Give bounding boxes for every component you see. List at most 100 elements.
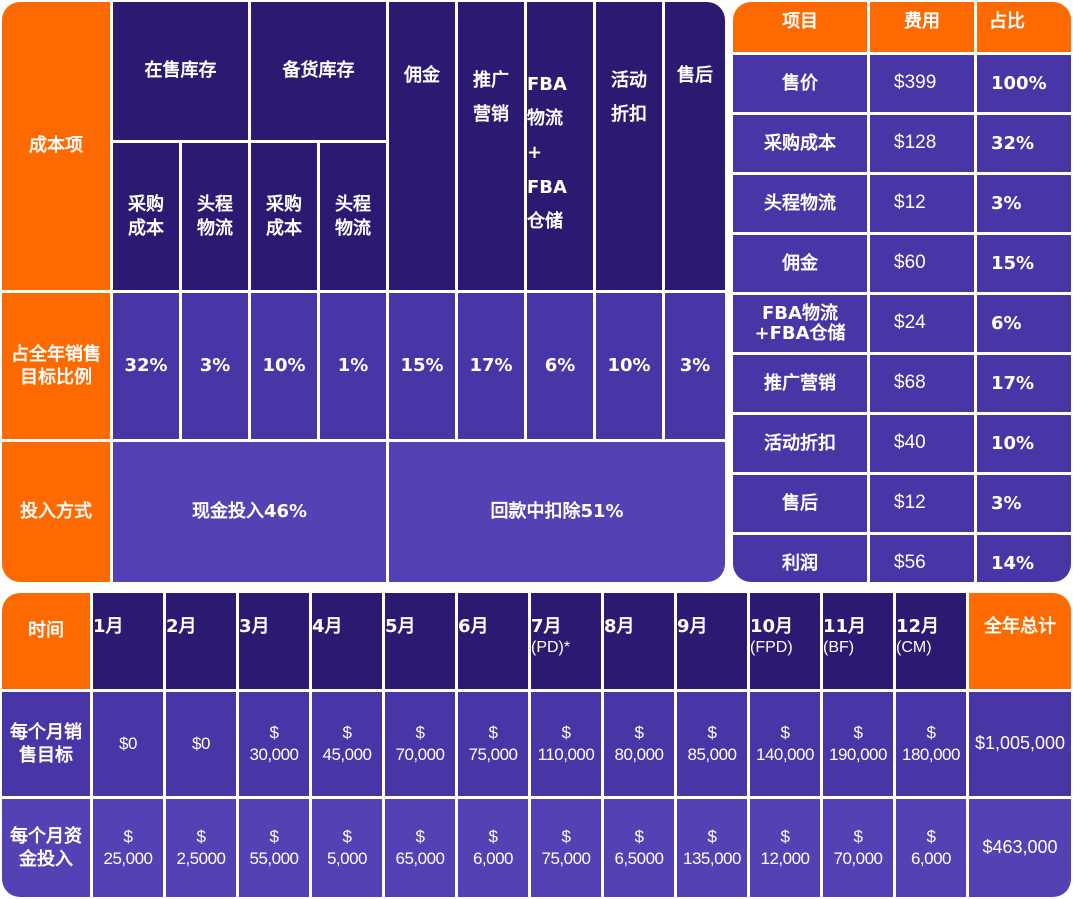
price-cost-cell: $128 — [870, 115, 974, 172]
funds-currency: $ — [488, 826, 498, 846]
purchase-cost-subheader: 采购成本 — [113, 143, 179, 290]
price-item-cell: 采购成本 — [733, 115, 867, 172]
funds-currency: $ — [561, 826, 571, 846]
invest-method-label: 投入方式 — [2, 442, 110, 582]
month-name: 1月 — [93, 616, 124, 637]
sales-value: $0 — [119, 733, 137, 753]
price-ratio-cell: 10% — [977, 415, 1071, 472]
price-ratio-cell: 15% — [977, 235, 1071, 292]
month-header: 10月 (FPD) — [750, 593, 820, 689]
month-header: 3月 — [239, 593, 309, 689]
funds-value: 25,000 — [103, 849, 154, 868]
on-sale-inventory-header: 在售库存 — [113, 2, 248, 140]
price-ratio-cell: 6% — [977, 295, 1071, 352]
fba-line3: + — [527, 142, 543, 164]
funds-currency: $ — [853, 826, 863, 846]
month-name: 6月 — [458, 616, 489, 637]
funds-cell: $70,000 — [823, 799, 893, 897]
sales-cell: $180,000 — [896, 692, 966, 796]
month-name: 3月 — [239, 616, 270, 637]
month-name: 11月 — [823, 616, 867, 637]
stock-first-leg-label: 头程物流 — [335, 194, 371, 239]
price-item-cell: 推广营销 — [733, 355, 867, 412]
month-note: (FPD) — [750, 639, 793, 657]
funds-value: 55,000 — [249, 849, 300, 868]
sales-currency: $ — [269, 722, 279, 742]
ratio-cell: 10% — [596, 293, 662, 439]
sales-cell: $0 — [93, 692, 163, 796]
sales-cell: $85,000 — [677, 692, 747, 796]
price-item-cell: 利润 — [733, 535, 867, 582]
price-cost-cell: $399 — [870, 55, 974, 112]
after-sales-header: 售后 — [665, 2, 725, 290]
price-ratio-cell: 32% — [977, 115, 1071, 172]
first-leg-subheader: 头程物流 — [182, 143, 248, 290]
price-item-cell: 活动折扣 — [733, 415, 867, 472]
price-breakdown-table: 项目 费用 占比 售价 $399 100% 采购成本 $128 32% 头程物流… — [733, 2, 1071, 582]
month-note: (BF) — [823, 639, 855, 657]
price-cost-cell: $24 — [870, 295, 974, 352]
funds-cell: $135,000 — [677, 799, 747, 897]
sales-cell: $45,000 — [312, 692, 382, 796]
ratio-label: 占全年销售目标比例 — [2, 293, 110, 439]
funds-value: 6,5000 — [614, 849, 665, 868]
month-name: 2月 — [166, 616, 197, 637]
price-ratio-cell: 17% — [977, 355, 1071, 412]
sales-currency: $ — [707, 722, 717, 742]
price-cost-cell: $40 — [870, 415, 974, 472]
ratio-cell: 10% — [251, 293, 317, 439]
ratio-cell: 15% — [389, 293, 455, 439]
price-header-cost: 费用 — [870, 2, 974, 52]
price-item-cell: 佣金 — [733, 235, 867, 292]
funds-currency: $ — [342, 826, 352, 846]
funds-value: 65,000 — [395, 849, 446, 868]
funds-value: 5,000 — [326, 849, 368, 868]
month-name: 12月 — [896, 616, 940, 637]
price-item-cell: 售价 — [733, 55, 867, 112]
sales-cell: $190,000 — [823, 692, 893, 796]
month-header: 5月 — [385, 593, 455, 689]
sales-cell: $80,000 — [604, 692, 674, 796]
fba-item-line2: +FBA仓储 — [754, 322, 846, 344]
time-header: 时间 — [2, 593, 90, 689]
funds-currency: $ — [780, 826, 790, 846]
sales-target-label-text: 每个月销售目标 — [10, 721, 82, 766]
first-leg-label: 头程物流 — [197, 194, 233, 239]
price-cost-cell: $56 — [870, 535, 974, 582]
funds-value: 6,000 — [472, 849, 514, 868]
month-note: (CM) — [896, 639, 932, 657]
commission-header: 佣金 — [389, 2, 455, 290]
fba-line5: 仓储 — [527, 210, 563, 232]
price-cost-cell: $12 — [870, 175, 974, 232]
sales-currency: $ — [342, 722, 352, 742]
month-header: 9月 — [677, 593, 747, 689]
funds-value: 6,000 — [910, 849, 952, 868]
month-name: 7月 — [531, 616, 562, 637]
funds-value: 75,000 — [541, 849, 592, 868]
price-ratio-cell: 100% — [977, 55, 1071, 112]
funds-value: 2,5000 — [176, 849, 227, 868]
price-ratio-cell: 14% — [977, 535, 1071, 582]
ratio-cell: 32% — [113, 293, 179, 439]
cost-structure-table: 成本项 在售库存 备货库存 采购成本 头程物流 采购成本 头程物流 佣金 推广营… — [2, 2, 725, 582]
sales-cell: $30,000 — [239, 692, 309, 796]
price-header-item: 项目 — [733, 2, 867, 52]
ratio-cell: 3% — [665, 293, 725, 439]
funds-currency: $ — [926, 826, 936, 846]
month-header: 8月 — [604, 593, 674, 689]
promotion-header: 推广营销 — [458, 2, 524, 290]
price-cost-cell: $68 — [870, 355, 974, 412]
discount-header: 活动折扣 — [596, 2, 662, 290]
sales-value: 80,000 — [614, 745, 665, 764]
price-header-ratio: 占比 — [977, 2, 1071, 52]
sales-cell: $0 — [166, 692, 236, 796]
funds-cell: $6,000 — [896, 799, 966, 897]
sales-total-cell: $1,005,000 — [969, 692, 1071, 796]
sales-currency: $ — [780, 722, 790, 742]
ratio-cell: 6% — [527, 293, 593, 439]
sales-currency: $ — [415, 722, 425, 742]
sales-currency: $ — [634, 722, 644, 742]
price-item-cell: 售后 — [733, 475, 867, 532]
fba-header: FBA 物流 + FBA 仓储 — [527, 2, 593, 290]
sales-cell: $110,000 — [531, 692, 601, 796]
